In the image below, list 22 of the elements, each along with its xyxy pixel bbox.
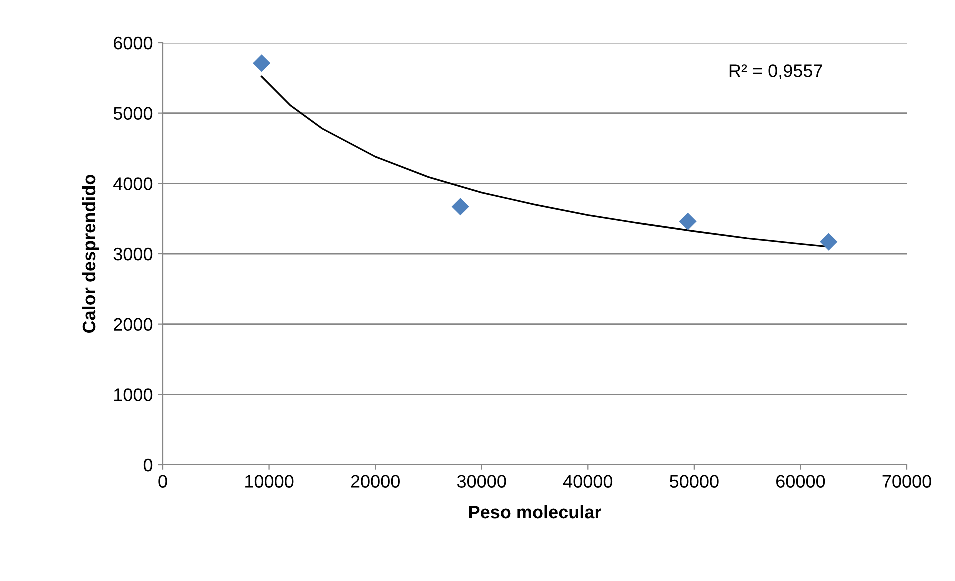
x-tick-label: 60000 — [776, 475, 826, 488]
x-tick-label: 30000 — [457, 475, 506, 488]
y-tick-label: 5000 — [114, 107, 153, 120]
point — [679, 212, 697, 230]
y-axis-title: Calor desprendido — [82, 174, 100, 334]
y-tick-label: 2000 — [114, 318, 153, 332]
x-axis-title: Peso molecular — [469, 505, 602, 519]
point — [253, 54, 271, 72]
point — [820, 233, 838, 251]
x-tick-label: 10000 — [246, 475, 294, 488]
annotation: R² = 0,9557 — [730, 64, 822, 80]
x-tick-label: 50000 — [670, 475, 719, 488]
y-tick-label: 3000 — [114, 248, 153, 261]
point — [452, 198, 470, 216]
y-tick-label: 1000 — [114, 388, 153, 402]
y-tick-label: 6000 — [114, 36, 153, 50]
x-tick-label: 0 — [158, 475, 168, 488]
x-tick-label: 70000 — [882, 475, 932, 488]
y-tick-label: 4000 — [114, 178, 153, 190]
x-tick-label: 40000 — [563, 475, 613, 488]
x-tick-label: 20000 — [351, 475, 400, 488]
y-tick-label: 0 — [144, 458, 153, 472]
